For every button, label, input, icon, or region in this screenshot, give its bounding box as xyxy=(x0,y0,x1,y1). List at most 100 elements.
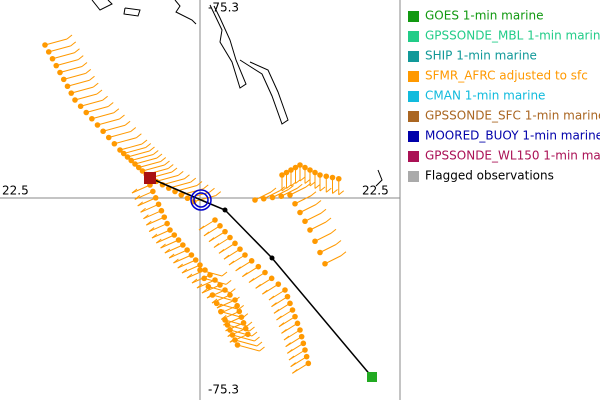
wind-barb xyxy=(271,302,277,308)
wind-barb xyxy=(131,154,154,161)
wind-barb xyxy=(228,260,235,266)
wind-barb xyxy=(223,254,230,260)
wind-barb xyxy=(131,184,151,194)
wind-barb xyxy=(270,187,277,193)
obs-dot xyxy=(248,258,255,264)
obs-dot xyxy=(242,252,248,258)
obs-dot xyxy=(205,283,212,290)
wind-barb xyxy=(203,231,210,237)
legend-label: GOES 1-min marine xyxy=(425,9,543,23)
wind-barb xyxy=(184,174,190,180)
wind-barb xyxy=(242,272,248,278)
wind-barb xyxy=(324,255,342,265)
wind-barb xyxy=(71,86,94,94)
obs-dot xyxy=(222,228,228,235)
wind-barb xyxy=(160,243,166,249)
wind-barb xyxy=(340,251,347,257)
legend-label: Flagged observations xyxy=(425,169,554,183)
obs-dot xyxy=(268,275,275,282)
storm-track xyxy=(144,172,377,382)
wind-barb xyxy=(216,302,239,310)
legend-label: SFMR_AFRC adjusted to sfc xyxy=(425,69,588,83)
wind-barb xyxy=(279,186,286,192)
wind-barb xyxy=(59,66,83,73)
obs-dot xyxy=(252,197,258,203)
obs-dot xyxy=(128,157,135,164)
wind-barb xyxy=(164,244,184,254)
obs-dot xyxy=(224,322,231,328)
wind-barb xyxy=(177,170,184,176)
wind-barb xyxy=(107,102,114,107)
wind-barb xyxy=(330,228,337,234)
obs-dot xyxy=(227,292,233,298)
wind-barb xyxy=(314,184,321,189)
wind-barb xyxy=(209,187,215,193)
legend-label: CMAN 1-min marine xyxy=(425,89,545,103)
wind-barb xyxy=(251,331,258,337)
obs-dot xyxy=(229,332,236,338)
wind-barb xyxy=(320,208,327,214)
obs-dot xyxy=(269,194,276,201)
obs-dot xyxy=(237,246,243,252)
legend-label: GPSSONDE_SFC 1-min marine xyxy=(425,109,600,123)
wind-barb xyxy=(202,184,209,190)
wind-barb xyxy=(91,112,115,120)
wind-barb xyxy=(249,326,255,332)
wind-barb xyxy=(254,191,272,201)
obs-dot xyxy=(60,76,67,83)
obs-dot xyxy=(158,207,165,214)
wind-barb xyxy=(81,62,88,67)
wind-barb xyxy=(220,315,227,320)
obs-dot xyxy=(197,267,203,273)
legend-swatch xyxy=(408,11,419,22)
obs-dot xyxy=(192,257,199,263)
obs-dot xyxy=(175,237,182,243)
legend-swatch xyxy=(408,71,419,82)
obs-dot xyxy=(234,342,241,348)
wind-barb xyxy=(242,313,249,319)
wind-barb xyxy=(285,342,291,348)
wind-barb xyxy=(143,214,149,220)
wind-barb xyxy=(52,52,75,60)
legend-swatch xyxy=(408,91,419,102)
obs-dot xyxy=(260,195,267,202)
wind-barb xyxy=(97,118,120,126)
obs-dot xyxy=(302,347,308,353)
wind-barb xyxy=(215,191,222,197)
obs-dot xyxy=(312,238,318,245)
wind-barb xyxy=(198,225,205,231)
wind-barb xyxy=(208,286,231,294)
wind-barb xyxy=(319,186,326,192)
obs-dot xyxy=(294,320,301,327)
wind-barb xyxy=(276,315,282,321)
obs-dot xyxy=(288,167,294,173)
wind-barb xyxy=(246,321,253,327)
wind-barb xyxy=(177,263,184,269)
wind-barb xyxy=(229,329,253,337)
obs-dot xyxy=(178,192,185,198)
obs-dot xyxy=(132,161,138,167)
obs-dot xyxy=(329,174,336,181)
wind-barb xyxy=(281,328,287,334)
legend-label: SHIP 1-min marine xyxy=(425,49,537,63)
obs-dot xyxy=(283,169,290,176)
wind-barb xyxy=(262,289,268,295)
obs-dot xyxy=(322,260,328,267)
wind-barb xyxy=(221,271,228,277)
wind-barb xyxy=(141,139,148,145)
wind-barb xyxy=(272,189,289,198)
wind-barb xyxy=(335,240,342,245)
obs-dot xyxy=(279,172,285,178)
wind-barb xyxy=(232,334,255,342)
wind-barb xyxy=(288,355,295,361)
wind-barb xyxy=(113,108,120,114)
obs-dot xyxy=(297,209,303,216)
obs-dot xyxy=(155,201,162,208)
wind-barb xyxy=(77,55,84,61)
wind-barb xyxy=(332,189,338,194)
wind-barb xyxy=(149,146,155,152)
obs-dot xyxy=(139,168,146,174)
obs-dot xyxy=(152,195,159,201)
wind-barb xyxy=(218,248,225,254)
wind-barb xyxy=(220,311,243,319)
